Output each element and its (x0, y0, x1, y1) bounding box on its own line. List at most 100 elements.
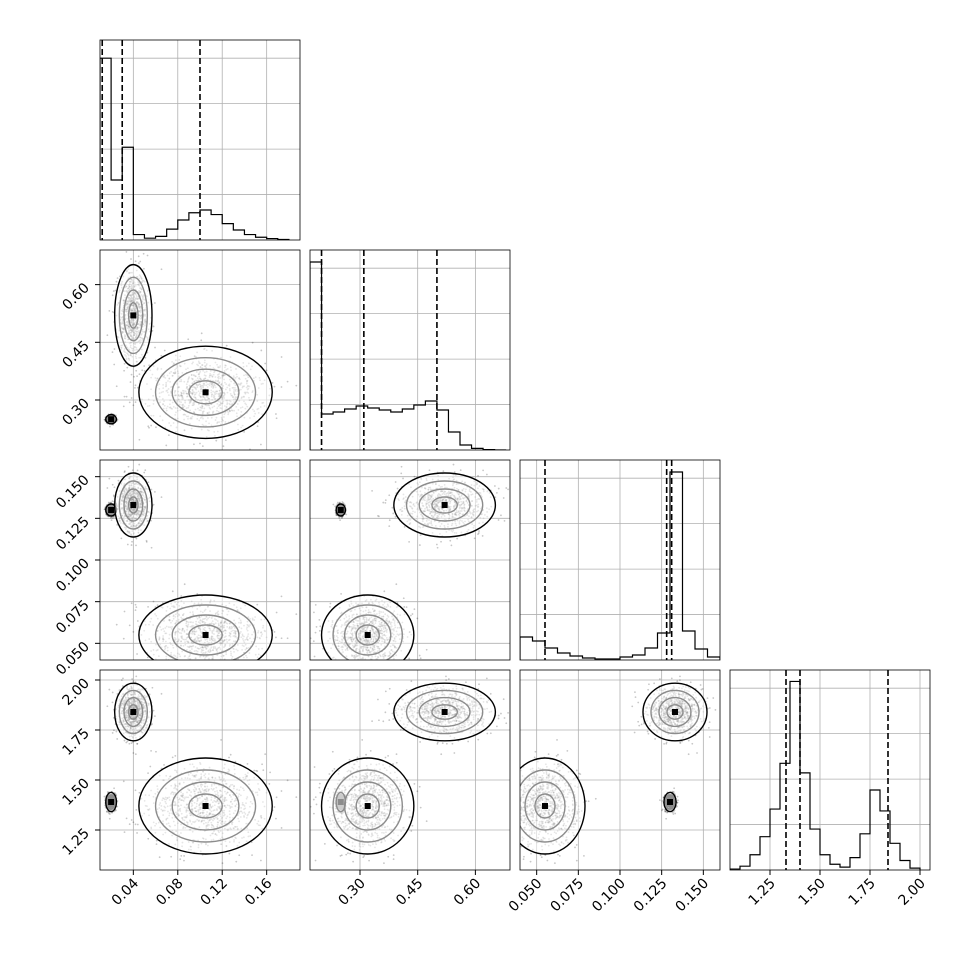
sample-point (275, 636, 277, 639)
sample-point (136, 620, 139, 622)
sample-point (237, 672, 239, 674)
sample-point (110, 516, 113, 519)
sample-point (275, 417, 278, 420)
sample-point (225, 344, 228, 347)
mode-peak-2 (202, 389, 209, 396)
sample-point (145, 540, 148, 543)
sample-point (113, 486, 116, 489)
sample-point (152, 503, 155, 506)
sample-point (142, 252, 145, 255)
sample-point (245, 665, 247, 667)
sample-point (108, 477, 111, 480)
sample-point (190, 661, 192, 663)
sample-point (135, 544, 137, 547)
panel-frame-1-0 (99, 249, 301, 451)
sample-point (271, 382, 274, 384)
sample-point (131, 540, 133, 543)
sample-point (200, 673, 202, 675)
sample-point (150, 519, 152, 522)
sample-point (160, 268, 163, 271)
panel-frame-1-1 (309, 249, 511, 451)
sample-point (125, 395, 128, 398)
sample-point (156, 604, 159, 607)
sample-point (256, 425, 259, 428)
sample-point (214, 664, 216, 666)
sample-point (160, 354, 163, 357)
sample-point (265, 369, 268, 372)
sample-point (115, 280, 118, 283)
sample-point (295, 384, 298, 387)
sample-point (126, 366, 129, 369)
sample-point (199, 442, 201, 445)
sample-point (139, 260, 142, 263)
sample-point (106, 487, 109, 489)
sample-point (130, 544, 133, 546)
sample-point (227, 668, 229, 670)
sample-point (111, 483, 114, 486)
sample-point (123, 471, 126, 474)
sample-point (117, 479, 120, 482)
sample-point (116, 277, 119, 280)
sample-point (132, 630, 135, 633)
scatter-2-0 (103, 463, 298, 696)
sample-point (200, 339, 203, 342)
sample-point (136, 386, 139, 389)
sample-point (187, 338, 190, 341)
sample-point (152, 325, 155, 328)
sample-point (113, 363, 116, 366)
sample-point (115, 385, 118, 388)
sample-point (208, 676, 210, 678)
sample-point (151, 694, 153, 696)
mode-peak-1 (130, 312, 137, 319)
sample-point (134, 260, 137, 263)
sample-point (240, 665, 242, 667)
sample-point (146, 656, 149, 659)
sample-point (231, 662, 233, 664)
sample-point (236, 678, 238, 680)
sample-point (106, 334, 109, 337)
sample-point (202, 662, 204, 664)
sample-point (126, 543, 129, 546)
sample-point (171, 590, 174, 593)
sample-point (138, 463, 141, 466)
sample-point (109, 501, 112, 504)
sample-point (116, 523, 119, 526)
sample-point (138, 373, 141, 376)
sample-point (215, 664, 217, 666)
mode-peak-0 (108, 416, 115, 423)
sample-point (273, 385, 276, 388)
sample-point (151, 329, 154, 332)
sample-point (123, 369, 126, 372)
sample-point (286, 380, 289, 383)
sample-point (223, 454, 225, 456)
sample-point (130, 258, 132, 260)
histogram-1 (310, 261, 507, 450)
sample-point (208, 662, 210, 664)
sample-point (143, 471, 146, 474)
sample-point (153, 490, 156, 493)
sample-point (215, 439, 218, 442)
sample-point (111, 294, 114, 297)
sample-point (123, 395, 126, 398)
sample-point (167, 434, 170, 437)
panel-grid-2-2 (520, 460, 720, 660)
sample-point (109, 516, 112, 519)
sample-point (137, 255, 140, 258)
sample-point (165, 444, 168, 447)
sample-point (112, 494, 115, 497)
histogram-0 (100, 57, 290, 240)
sample-point (107, 501, 110, 504)
sample-point (128, 401, 131, 404)
sample-point (135, 537, 138, 540)
sample-point (148, 661, 150, 663)
histogram-2 (520, 471, 720, 660)
sample-point (153, 302, 156, 304)
sample-point (133, 375, 135, 378)
sample-point (256, 603, 259, 606)
sample-point (111, 500, 114, 503)
sample-point (156, 660, 158, 662)
sample-point (130, 373, 133, 376)
sample-point (130, 397, 133, 399)
sample-point (286, 637, 289, 640)
